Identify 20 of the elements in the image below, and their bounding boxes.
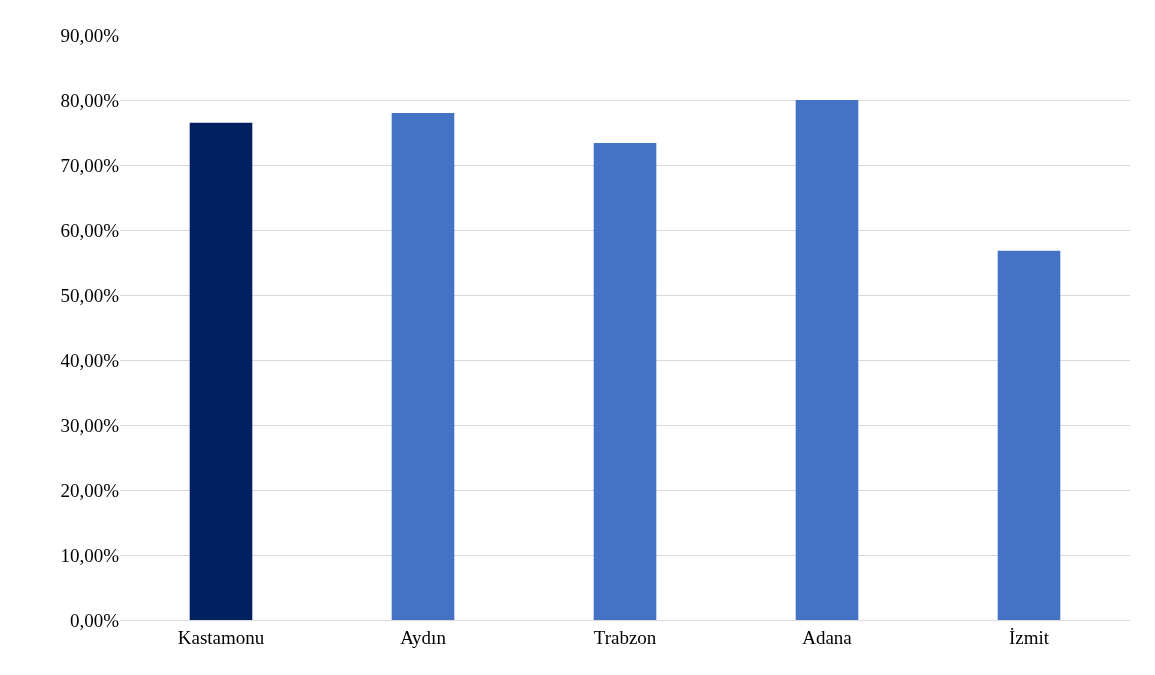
x-tick-label: Kastamonu: [177, 626, 265, 648]
x-tick-label: Trabzon: [593, 626, 657, 648]
x-tick-label: Aydın: [400, 626, 447, 648]
y-tick-label: 20,00%: [60, 479, 120, 501]
y-tick-label: 0,00%: [69, 609, 120, 631]
y-tick-label: 70,00%: [60, 154, 120, 176]
bar: [795, 100, 859, 620]
x-tick-label: Adana: [802, 626, 853, 648]
y-tick-label: 80,00%: [60, 89, 120, 111]
x-tick-label: İzmit: [1008, 626, 1050, 648]
bar: [593, 142, 657, 620]
y-tick-label: 30,00%: [60, 414, 120, 436]
y-tick-label: 50,00%: [60, 284, 120, 306]
y-tick-label: 40,00%: [60, 349, 120, 371]
y-tick-label: 10,00%: [60, 544, 120, 566]
y-tick-label: 90,00%: [60, 24, 120, 46]
bar: [391, 113, 455, 620]
bar: [997, 250, 1061, 620]
bar: [189, 122, 253, 620]
y-tick-label: 60,00%: [60, 219, 120, 241]
